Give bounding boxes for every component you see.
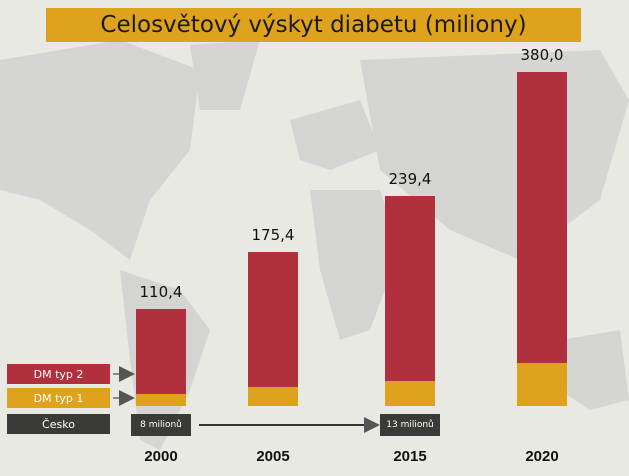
- legend-cesko: Česko: [7, 414, 110, 434]
- bar-segment-dm-typ-1: [517, 362, 567, 406]
- bar-segment-dm-typ-1: [385, 380, 435, 406]
- value-label: 110,4: [139, 282, 183, 301]
- value-label: 175,4: [251, 225, 295, 244]
- value-label: 380,0: [520, 46, 564, 64]
- value-label: 239,4: [388, 169, 432, 188]
- bar-2015: [385, 195, 435, 406]
- bar-2000: [136, 308, 186, 406]
- cesko-note-2015: 13 milionů: [380, 414, 440, 436]
- bar-segment-dm-typ-2: [136, 308, 186, 395]
- legend-dm-typ-2: DM typ 2: [7, 364, 110, 384]
- year-label: 2015: [393, 448, 427, 465]
- bar-segment-dm-typ-2: [385, 195, 435, 381]
- bar-segment-dm-typ-2: [248, 251, 298, 388]
- cesko-note-2000: 8 milionů: [131, 414, 191, 436]
- year-label: 2000: [144, 448, 178, 465]
- year-label: 2020: [525, 448, 559, 465]
- legend-dm-typ-1: DM typ 1: [7, 388, 110, 408]
- bar-segment-dm-typ-1: [248, 387, 298, 406]
- year-label: 2005: [256, 448, 290, 465]
- bar-2005: [248, 251, 298, 406]
- chart-title: Celosvětový výskyt diabetu (miliony): [46, 8, 581, 42]
- bar-2020: [517, 72, 567, 406]
- bar-segment-dm-typ-2: [517, 72, 567, 363]
- bar-segment-dm-typ-1: [136, 394, 186, 406]
